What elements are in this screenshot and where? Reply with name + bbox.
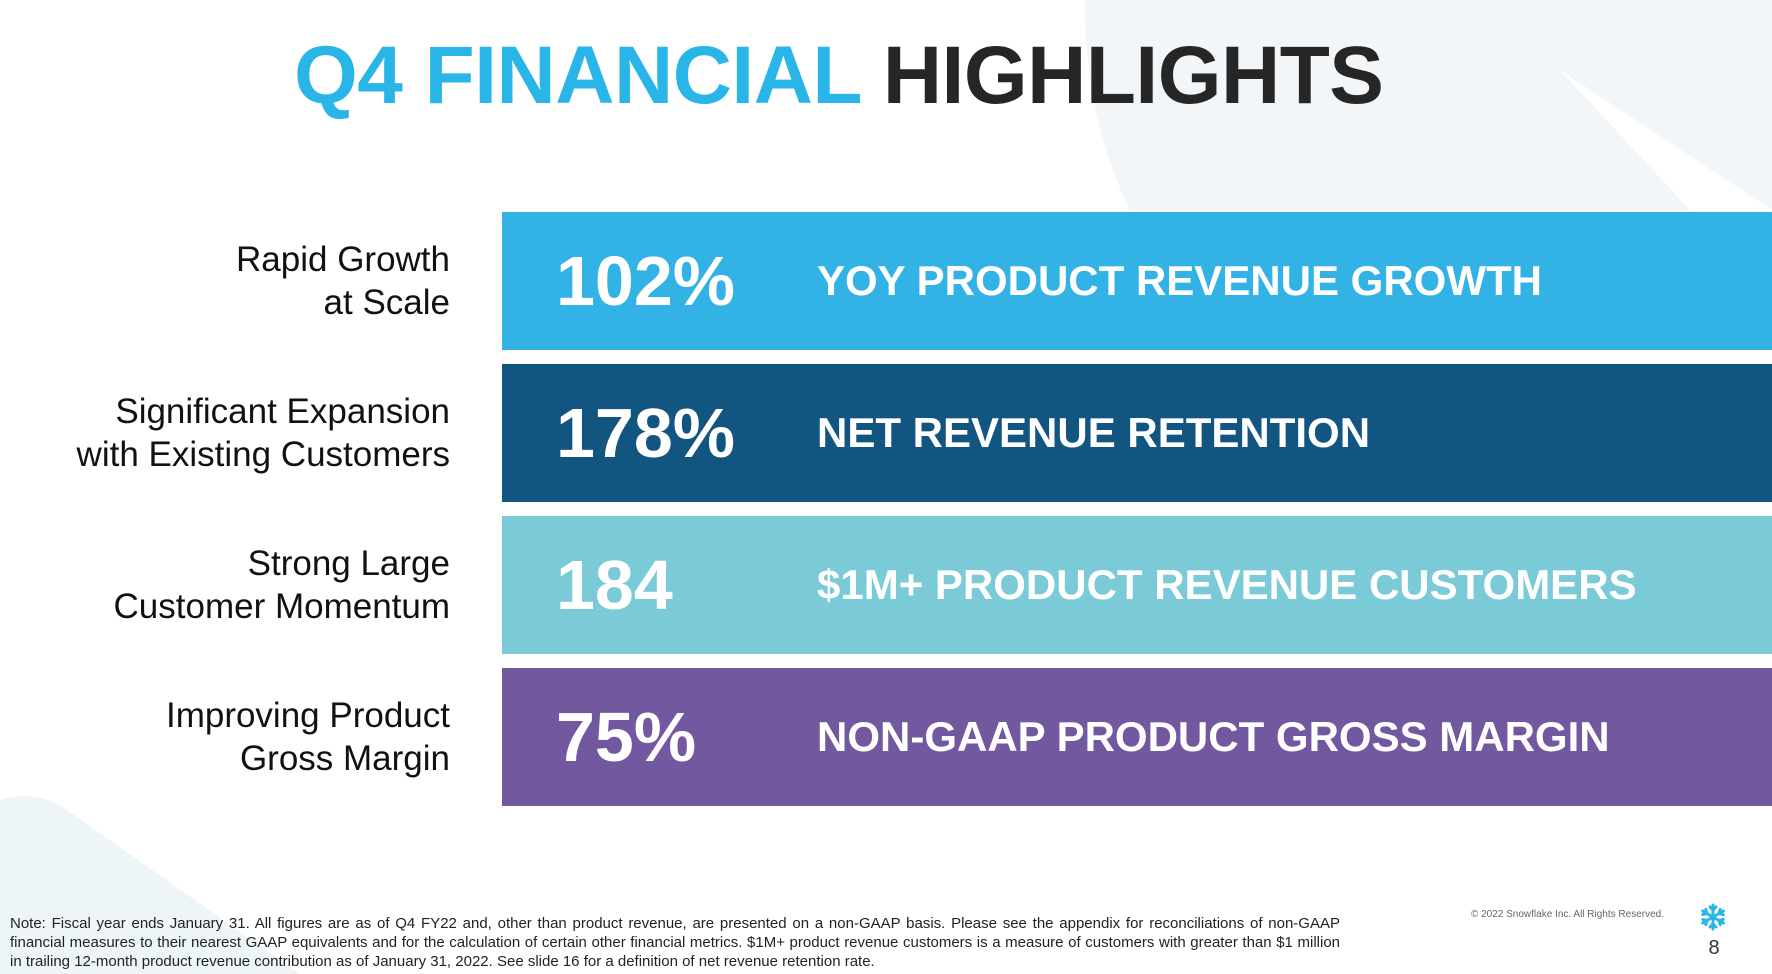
title-main: HIGHLIGHTS bbox=[882, 30, 1384, 121]
row-value: 184 bbox=[556, 546, 673, 624]
page-number: 8 bbox=[1708, 937, 1720, 959]
page-title: Q4 FINANCIAL HIGHLIGHTS bbox=[294, 30, 1384, 122]
highlight-row-gross-margin: Improving Product Gross Margin 75% NON-G… bbox=[0, 668, 1772, 806]
row-bar: 75% NON-GAAP PRODUCT GROSS MARGIN bbox=[502, 668, 1772, 806]
row-label-line2: with Existing Customers bbox=[76, 435, 450, 474]
row-label: Strong Large Customer Momentum bbox=[30, 516, 450, 654]
row-bar: 102% YOY PRODUCT REVENUE GROWTH bbox=[502, 212, 1772, 350]
row-value: 178% bbox=[556, 394, 736, 472]
row-description: NET REVENUE RETENTION bbox=[817, 409, 1371, 456]
title-accent: Q4 FINANCIAL bbox=[294, 30, 861, 121]
snowflake-icon bbox=[1701, 903, 1725, 931]
row-label-line1: Strong Large bbox=[247, 544, 450, 583]
row-label-line1: Improving Product bbox=[165, 696, 450, 735]
row-label: Rapid Growth at Scale bbox=[30, 212, 450, 350]
copyright-notice: © 2022 Snowflake Inc. All Rights Reserve… bbox=[1470, 909, 1664, 920]
highlight-row-net-revenue-retention: Significant Expansion with Existing Cust… bbox=[0, 364, 1772, 502]
row-label: Improving Product Gross Margin bbox=[30, 668, 450, 806]
row-label-line1: Rapid Growth bbox=[236, 240, 450, 279]
highlight-row-revenue-growth: Rapid Growth at Scale 102% YOY PRODUCT R… bbox=[0, 212, 1772, 350]
row-label-line2: Gross Margin bbox=[239, 739, 450, 778]
highlight-row-large-customers: Strong Large Customer Momentum 184 $1M+ … bbox=[0, 516, 1772, 654]
row-bar: 178% NET REVENUE RETENTION bbox=[502, 364, 1772, 502]
row-value: 75% bbox=[556, 698, 697, 776]
background-shape-top-right bbox=[1085, 0, 1772, 210]
row-description: $1M+ PRODUCT REVENUE CUSTOMERS bbox=[817, 561, 1637, 608]
row-label: Significant Expansion with Existing Cust… bbox=[30, 364, 450, 502]
row-label-line2: Customer Momentum bbox=[113, 587, 450, 626]
background-shape-bottom-left bbox=[0, 796, 300, 974]
footnote: Note: Fiscal year ends January 31. All f… bbox=[10, 915, 1340, 970]
row-label-line1: Significant Expansion bbox=[115, 392, 450, 431]
row-value: 102% bbox=[556, 242, 736, 320]
row-label-line2: at Scale bbox=[323, 283, 450, 322]
row-bar: 184 $1M+ PRODUCT REVENUE CUSTOMERS bbox=[502, 516, 1772, 654]
row-description: YOY PRODUCT REVENUE GROWTH bbox=[817, 257, 1542, 304]
row-description: NON-GAAP PRODUCT GROSS MARGIN bbox=[817, 713, 1610, 760]
